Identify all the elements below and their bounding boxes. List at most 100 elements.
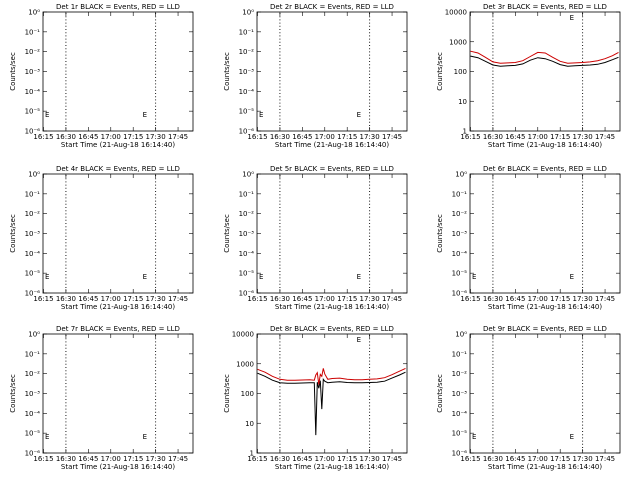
y-axis-label: Counts/sec	[436, 214, 444, 253]
panel-det-5: Det 5r BLACK = Events, RED = LLD 16:15 16:…	[223, 165, 408, 311]
x-tick-label: 16:15	[33, 133, 53, 141]
marker-e: E	[143, 273, 147, 281]
y-tick-label: 10⁻⁶	[239, 290, 255, 298]
y-tick-label: 10⁻³	[25, 68, 41, 76]
x-tick-label: 16:15	[247, 295, 267, 303]
x-axis-label: Start Time (21-Aug-18 16:14:40)	[61, 463, 175, 471]
x-tick-label: 16:45	[78, 133, 98, 141]
marker-e: E	[570, 433, 574, 441]
y-tick-label: 100	[241, 390, 254, 398]
x-tick-label: 17:45	[595, 455, 615, 463]
x-tick-label: 17:45	[168, 133, 188, 141]
x-tick-label: 16:30	[483, 455, 503, 463]
x-tick-label: 16:45	[292, 455, 312, 463]
plot-title: Det 3r BLACK = Events, RED = LLD	[483, 3, 607, 11]
marker-e: E	[472, 273, 476, 281]
y-tick-label: 1000	[236, 360, 254, 368]
y-tick-label: 1	[250, 450, 254, 458]
y-tick-label: 10⁻¹	[239, 190, 255, 198]
x-tick-label: 17:30	[146, 295, 166, 303]
y-tick-label: 100	[454, 68, 467, 76]
y-tick-label: 10⁻⁶	[452, 450, 468, 458]
x-tick-label: 16:30	[56, 133, 76, 141]
x-tick-label: 16:30	[270, 295, 290, 303]
x-tick-label: 17:00	[315, 295, 335, 303]
y-tick-label: 10⁻⁵	[25, 270, 41, 278]
y-tick-label: 10⁻²	[25, 48, 41, 56]
plot-title: Det 5r BLACK = Events, RED = LLD	[270, 165, 394, 173]
marker-e: E	[357, 273, 361, 281]
x-tick-label: 17:45	[382, 295, 402, 303]
y-tick-label: 10⁻⁵	[25, 430, 41, 438]
x-tick-label: 17:15	[337, 133, 357, 141]
y-tick-label: 10⁰	[455, 331, 467, 339]
x-tick-label: 17:45	[168, 295, 188, 303]
x-tick-label: 17:30	[146, 455, 166, 463]
marker-e: E	[143, 433, 147, 441]
marker-e: E	[570, 14, 574, 22]
marker-e: E	[357, 111, 361, 119]
y-tick-label: 10⁰	[242, 171, 254, 179]
y-tick-label: 10⁻¹	[452, 190, 468, 198]
x-tick-label: 17:30	[146, 133, 166, 141]
y-tick-label: 10⁻⁵	[239, 108, 255, 116]
plot-title: Det 4r BLACK = Events, RED = LLD	[56, 165, 180, 173]
y-tick-label: 10⁻⁵	[452, 270, 468, 278]
x-tick-label: 17:45	[382, 133, 402, 141]
y-tick-label: 10⁻²	[239, 48, 255, 56]
y-tick-label: 10⁻²	[452, 370, 468, 378]
y-tick-label: 10⁻²	[452, 210, 468, 218]
x-tick-label: 17:00	[101, 295, 121, 303]
marker-e: E	[143, 111, 147, 119]
x-tick-label: 17:00	[528, 295, 548, 303]
marker-e: E	[45, 273, 49, 281]
y-tick-label: 10⁻⁶	[25, 450, 41, 458]
x-tick-label: 17:45	[595, 133, 615, 141]
y-tick-label: 10⁻⁵	[25, 108, 41, 116]
marker-e: E	[45, 111, 49, 119]
x-tick-label: 16:45	[505, 295, 525, 303]
x-tick-label: 17:00	[101, 455, 121, 463]
y-tick-label: 10⁻⁵	[452, 430, 468, 438]
x-tick-label: 17:15	[123, 133, 143, 141]
x-tick-label: 17:30	[573, 133, 593, 141]
y-axis-label: Counts/sec	[436, 52, 444, 91]
y-tick-label: 10000	[232, 331, 254, 339]
y-tick-label: 1000	[449, 38, 467, 46]
x-tick-label: 17:15	[337, 455, 357, 463]
x-tick-label: 16:15	[247, 455, 267, 463]
x-axis-label: Start Time (21-Aug-18 16:14:40)	[61, 303, 175, 311]
x-tick-label: 17:45	[595, 295, 615, 303]
x-tick-label: 17:45	[168, 455, 188, 463]
x-tick-label: 16:45	[292, 133, 312, 141]
x-tick-label: 16:15	[460, 295, 480, 303]
y-tick-label: 10⁻⁶	[25, 128, 41, 136]
y-axis-label: Counts/sec	[223, 52, 231, 91]
y-tick-label: 10⁻⁵	[239, 270, 255, 278]
y-tick-label: 10⁻¹	[25, 350, 41, 358]
x-tick-label: 17:15	[123, 295, 143, 303]
y-tick-label: 10⁻⁴	[25, 410, 41, 418]
x-tick-label: 17:15	[550, 295, 570, 303]
x-tick-label: 16:15	[33, 455, 53, 463]
y-tick-label: 10000	[445, 9, 467, 17]
plot-title: Det 8r BLACK = Events, RED = LLD	[270, 325, 394, 333]
marker-e: E	[259, 111, 263, 119]
marker-e: E	[357, 336, 361, 344]
x-tick-label: 17:15	[337, 295, 357, 303]
x-axis-label: Start Time (21-Aug-18 16:14:40)	[488, 463, 602, 471]
x-tick-label: 17:15	[550, 133, 570, 141]
y-tick-label: 10⁻¹	[25, 28, 41, 36]
y-tick-label: 10⁻⁶	[452, 290, 468, 298]
x-tick-label: 17:00	[101, 133, 121, 141]
x-tick-label: 16:30	[270, 455, 290, 463]
y-tick-label: 10⁻³	[239, 230, 255, 238]
y-tick-label: 10⁻²	[239, 210, 255, 218]
y-axis-label: Counts/sec	[9, 214, 17, 253]
plot-title: Det 6r BLACK = Events, RED = LLD	[483, 165, 607, 173]
